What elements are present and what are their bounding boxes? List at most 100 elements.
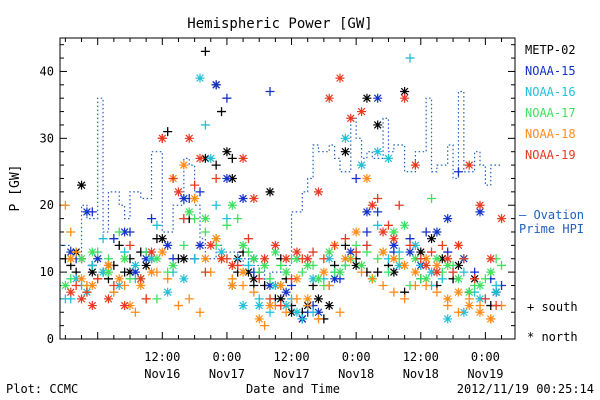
point-south — [276, 301, 286, 311]
point-north — [179, 254, 189, 264]
point-south — [470, 274, 480, 284]
point-south — [243, 247, 253, 257]
point-north — [416, 247, 426, 257]
point-south — [179, 240, 189, 250]
point-south — [71, 247, 81, 257]
point-north — [410, 160, 420, 170]
point-north — [238, 240, 248, 250]
point-south — [351, 173, 361, 183]
point-north — [486, 314, 496, 324]
point-north — [179, 160, 189, 170]
point-north — [292, 307, 302, 317]
point-north — [125, 267, 135, 277]
point-south — [260, 321, 270, 331]
point-north — [114, 280, 124, 290]
point-north — [362, 173, 372, 183]
point-north — [432, 260, 442, 270]
point-north — [443, 314, 453, 324]
point-north — [195, 153, 205, 163]
point-north — [152, 254, 162, 264]
point-north — [313, 307, 323, 317]
point-south — [200, 267, 210, 277]
point-south — [319, 254, 329, 264]
series-noaa-17 — [60, 194, 507, 304]
y-tick-label: 0 — [47, 332, 54, 346]
point-south — [163, 127, 173, 137]
legend-entry: NOAA-18 — [525, 127, 576, 141]
point-south — [249, 287, 259, 297]
point-north — [453, 274, 463, 284]
point-north — [373, 93, 383, 103]
point-south — [93, 274, 103, 284]
point-north — [367, 200, 377, 210]
point-north — [103, 267, 113, 277]
point-south — [491, 301, 501, 311]
y-axis: 0 10 20 30 40 — [40, 44, 515, 346]
point-north — [292, 274, 302, 284]
point-north — [453, 260, 463, 270]
point-north — [340, 133, 350, 143]
point-north — [147, 254, 157, 264]
point-south — [427, 247, 437, 257]
point-north — [410, 267, 420, 277]
point-south — [98, 234, 108, 244]
point-north — [227, 280, 237, 290]
point-north — [254, 314, 264, 324]
point-north — [179, 194, 189, 204]
point-north — [281, 287, 291, 297]
y-axis-label: P [GW] — [8, 165, 23, 212]
legend: METP-02 NOAA-15 NOAA-16 NOAA-17 NOAA-18 NOAA-… — [525, 43, 576, 162]
point-south — [459, 267, 469, 277]
point-north — [394, 260, 404, 270]
point-north — [276, 294, 286, 304]
point-south — [308, 247, 318, 257]
data-points — [60, 46, 507, 331]
point-north — [87, 267, 97, 277]
point-south — [120, 280, 130, 290]
point-north — [281, 254, 291, 264]
point-north — [260, 254, 270, 264]
point-north — [437, 254, 447, 264]
point-north — [130, 260, 140, 270]
point-north — [475, 280, 485, 290]
point-north — [200, 153, 210, 163]
point-south — [163, 274, 173, 284]
point-south — [367, 274, 377, 284]
point-south — [281, 307, 291, 317]
point-south — [200, 120, 210, 130]
x-tick-label: 12:00 — [403, 350, 439, 364]
point-south — [335, 307, 345, 317]
point-north — [222, 173, 232, 183]
point-north — [270, 240, 280, 250]
point-south — [190, 180, 200, 190]
point-north — [66, 247, 76, 257]
point-north — [491, 287, 501, 297]
point-north — [400, 260, 410, 270]
point-north — [362, 93, 372, 103]
point-north — [60, 280, 70, 290]
x-tick-date-label: Nov18 — [338, 367, 374, 381]
point-north — [217, 247, 227, 257]
point-south — [378, 280, 388, 290]
point-north — [324, 254, 334, 264]
point-north — [497, 214, 507, 224]
marker-legend-entry: + south — [527, 300, 578, 314]
point-north — [184, 207, 194, 217]
point-south — [200, 227, 210, 237]
ovation-legend-label: Prime HPI — [519, 222, 584, 236]
point-north — [464, 287, 474, 297]
point-north — [179, 274, 189, 284]
point-north — [383, 153, 393, 163]
point-south — [308, 307, 318, 317]
point-north — [324, 247, 334, 257]
point-south — [389, 287, 399, 297]
point-north — [211, 80, 221, 90]
point-south — [362, 227, 372, 237]
footer-plot-credit: Plot: CCMC — [6, 382, 78, 396]
point-north — [227, 173, 237, 183]
point-south — [222, 93, 232, 103]
point-north — [443, 294, 453, 304]
point-north — [87, 247, 97, 257]
marker-legend-entry: * north — [527, 330, 578, 344]
